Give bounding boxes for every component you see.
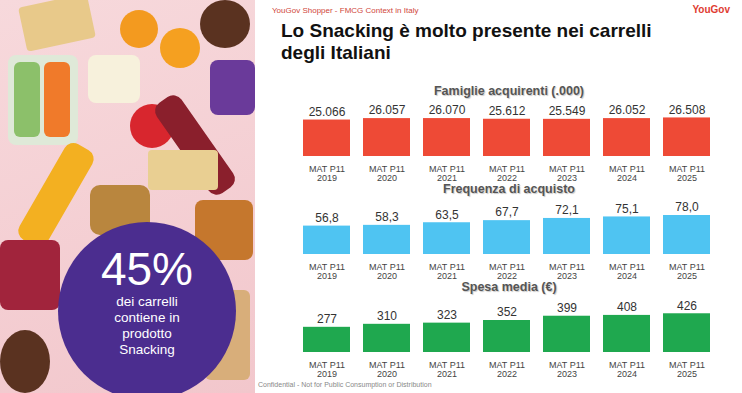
svg-text:MAT P112020: MAT P112020	[369, 360, 405, 378]
svg-text:399: 399	[557, 301, 577, 315]
svg-text:352: 352	[497, 305, 517, 319]
html-text:Frequenza di acquisto: Frequenza di acquisto	[443, 182, 575, 196]
svg-text:MAT P112023: MAT P112023	[549, 164, 585, 182]
html-text:Lo Snacking è molto presente n: Lo Snacking è molto presente nei carrell…	[281, 20, 652, 63]
svg-text:408: 408	[617, 300, 637, 314]
svg-text:MAT P112020: MAT P112020	[369, 164, 405, 182]
html-text:prodotto: prodotto	[122, 326, 172, 341]
html-text:Spesa media (€): Spesa media (€)	[461, 280, 557, 294]
svg-text:MAT P112023: MAT P112023	[549, 262, 585, 280]
svg-text:MAT P112022: MAT P112022	[489, 360, 525, 378]
svg-text:MAT P112024: MAT P112024	[609, 164, 645, 182]
html-text:YouGov: YouGov	[692, 4, 730, 15]
svg-text:25.066: 25.066	[309, 105, 346, 119]
svg-text:426: 426	[677, 299, 697, 313]
svg-text:75,1: 75,1	[615, 202, 639, 216]
svg-text:58,3: 58,3	[375, 210, 399, 224]
svg-text:MAT P112025: MAT P112025	[669, 262, 705, 280]
svg-text:MAT P112023: MAT P112023	[549, 360, 585, 378]
svg-text:MAT P112025: MAT P112025	[669, 164, 705, 182]
svg-text:78,0: 78,0	[675, 200, 699, 214]
svg-text:MAT P112019: MAT P112019	[309, 360, 345, 378]
svg-text:63,5: 63,5	[435, 208, 459, 222]
svg-text:26.052: 26.052	[609, 103, 646, 117]
svg-text:310: 310	[377, 309, 397, 323]
svg-text:277: 277	[317, 312, 337, 326]
svg-text:MAT P112024: MAT P112024	[609, 360, 645, 378]
svg-text:MAT P112021: MAT P112021	[429, 262, 465, 280]
svg-text:MAT P112022: MAT P112022	[489, 164, 525, 182]
svg-text:25.612: 25.612	[489, 104, 526, 118]
svg-text:MAT P112024: MAT P112024	[609, 262, 645, 280]
html-text:Confidential - Not for Public: Confidential - Not for Public Consumptio…	[258, 381, 432, 388]
svg-text:72,1: 72,1	[555, 203, 579, 217]
svg-text:26.070: 26.070	[429, 103, 466, 117]
html-text:YouGov Shopper - FMCG Context: YouGov Shopper - FMCG Context in Italy	[272, 6, 419, 15]
svg-text:MAT P112022: MAT P112022	[489, 262, 525, 280]
html-text:45%: 45%	[101, 243, 193, 295]
svg-text:67,7: 67,7	[495, 205, 519, 219]
svg-text:MAT P112019: MAT P112019	[309, 164, 345, 182]
svg-text:MAT P112025: MAT P112025	[669, 360, 705, 378]
html-text:contiene in: contiene in	[114, 310, 180, 325]
svg-text:25.549: 25.549	[549, 104, 586, 118]
svg-text:MAT P112021: MAT P112021	[429, 164, 465, 182]
html-text:Snacking: Snacking	[119, 342, 175, 357]
svg-text:56,8: 56,8	[315, 211, 339, 225]
svg-text:MAT P112020: MAT P112020	[369, 262, 405, 280]
svg-text:323: 323	[437, 308, 457, 322]
html-text:Famiglie acquirenti (.000): Famiglie acquirenti (.000)	[434, 84, 584, 98]
html-text:dei carrelli: dei carrelli	[116, 294, 178, 309]
svg-text:26.508: 26.508	[669, 103, 706, 117]
svg-text:MAT P112021: MAT P112021	[429, 360, 465, 378]
svg-text:26.057: 26.057	[369, 103, 406, 117]
svg-text:MAT P112019: MAT P112019	[309, 262, 345, 280]
